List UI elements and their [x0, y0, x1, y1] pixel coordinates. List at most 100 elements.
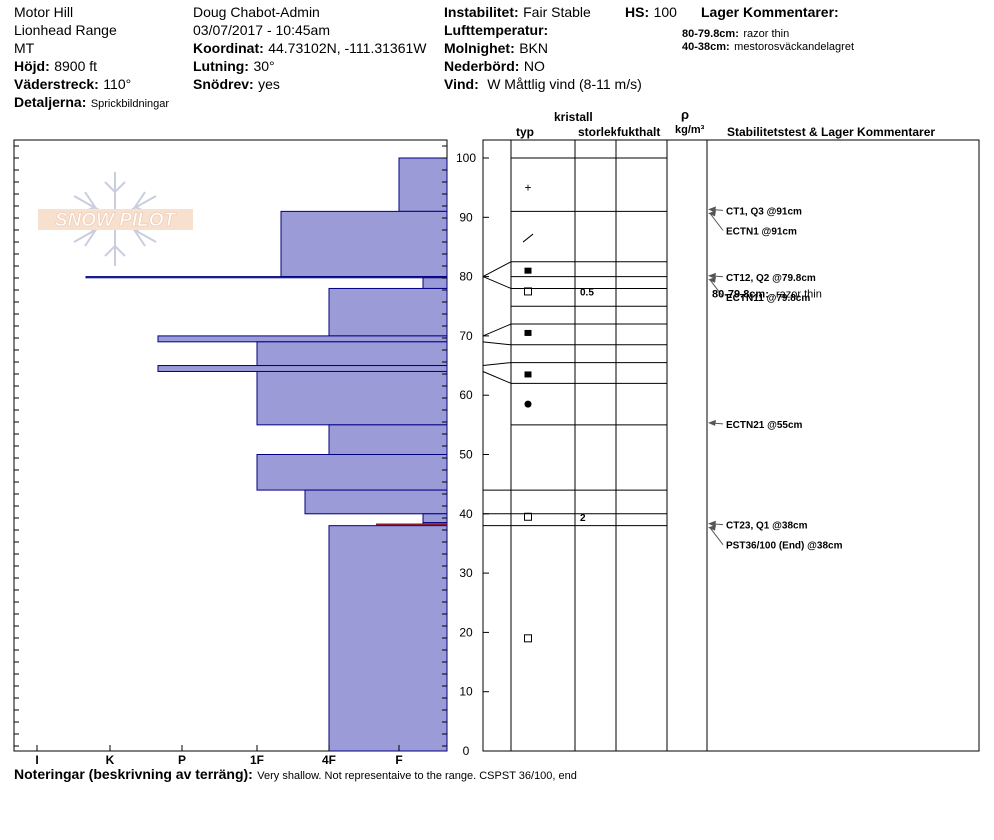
arrow-icon — [708, 524, 716, 531]
layer-comment-2-label: 40-38cm: — [682, 41, 730, 53]
arrow-icon — [708, 419, 716, 426]
hardness-tick-label: F — [395, 753, 402, 767]
crystal-symbol — [522, 233, 534, 243]
hardness-bar — [85, 276, 448, 279]
height-tick-label: 40 — [459, 507, 473, 521]
test-pointer — [709, 213, 724, 231]
layer-comment-1: 80-79.8cm: razor thin — [682, 24, 789, 42]
type-header: typ — [516, 125, 534, 139]
height-tick-label: 30 — [459, 566, 473, 580]
height-tick-label: 100 — [456, 151, 476, 165]
slope-row: Lutning: 30° — [193, 58, 275, 76]
elevation-value: 8900 ft — [54, 58, 98, 74]
size-header: storlek — [578, 125, 616, 139]
precip-label: Nederbörd: — [444, 58, 520, 74]
slope-label: Lutning: — [193, 58, 249, 74]
hardness-bar — [398, 157, 448, 212]
hardness-bar — [328, 287, 448, 337]
notes-row: Noteringar (beskrivning av terräng): Ver… — [14, 766, 577, 784]
observer-name: Doug Chabot-Admin — [193, 4, 320, 20]
elevation-label: Höjd: — [14, 58, 50, 74]
layer-connector — [482, 323, 512, 337]
wind-value: W Måttlig vind (8-11 m/s) — [487, 76, 642, 92]
notes-label: Noteringar (beskrivning av terräng): — [14, 766, 253, 782]
aspect-row: Väderstreck: 110° — [14, 76, 131, 94]
precip-row: Nederbörd: NO — [444, 58, 545, 76]
stability-tests: CT1, Q3 @91cm ECTN1 @91cm CT12, Q2 @79.8cm… — [708, 206, 843, 552]
arrow-icon — [708, 276, 716, 283]
crystal-symbol — [524, 634, 532, 643]
wind-loading-label: Snödrev: — [193, 76, 254, 92]
layer-comment-label: 80-79.8cm: — [712, 288, 769, 300]
tests-header: Stabilitetstest & Lager Kommentarer — [727, 125, 936, 139]
layer-connector — [482, 341, 512, 346]
layer-connector — [482, 276, 512, 289]
sky-row: Molnighet: BKN — [444, 40, 548, 58]
layer-boundaries — [482, 157, 667, 527]
details-value: Sprickbildningar — [90, 98, 170, 110]
hardness-bar — [280, 210, 448, 278]
arrow-icon — [708, 206, 716, 213]
details-label: Detaljerna: — [14, 94, 87, 110]
coordinate-row: Koordinat: 44.73102N, -111.31361W — [193, 40, 426, 58]
layer-comments-title: Lager Kommentarer: — [701, 4, 839, 20]
hs-row: HS: 100 — [625, 4, 677, 22]
arrow-icon — [708, 272, 716, 279]
hardness-bar — [422, 277, 448, 289]
crystal-symbol — [524, 400, 532, 408]
hardness-bar — [304, 489, 448, 515]
precip-value: NO — [523, 58, 545, 74]
crystal-symbol — [524, 267, 532, 274]
crystal-symbol — [524, 329, 532, 336]
crystal-size: 0.5 — [580, 287, 594, 298]
aspect-value: 110° — [103, 76, 132, 92]
height-axis: 0 10 20 30 40 50 60 70 80 90 100 — [456, 151, 489, 758]
layer-connector — [482, 362, 512, 367]
crystal-symbol — [524, 371, 532, 378]
density-unit-header: kg/m³ — [675, 124, 705, 136]
stability-value: Fair Stable — [523, 4, 591, 20]
height-tick-label: 20 — [459, 625, 473, 639]
crystal-size: 2 — [580, 513, 586, 524]
wind-row: Vind: W Måttlig vind (8-11 m/s) — [444, 76, 642, 94]
hardness-bar — [256, 454, 448, 491]
layer-connector — [482, 371, 512, 384]
arrow-icon — [708, 210, 716, 217]
hardness-tick-label: 4F — [322, 753, 336, 767]
observation-datetime: 03/07/2017 - 10:45am — [193, 22, 330, 38]
layer-comment-2-text: mestorosväckandelagret — [734, 41, 854, 53]
range-name: Lionhead Range — [14, 22, 117, 38]
layer-comment-2: 40-38cm: mestorosväckandelagret — [682, 37, 854, 55]
stability-label: Instabilitet: — [444, 4, 519, 20]
site-name: Motor Hill — [14, 4, 74, 20]
height-tick-label: 80 — [459, 270, 473, 284]
test-result: CT1, Q3 @91cm — [726, 206, 802, 217]
layer-connector — [482, 261, 512, 278]
test-result: CT23, Q1 @38cm — [726, 521, 808, 532]
test-result: ECTN1 @91cm — [726, 226, 797, 237]
sky-label: Molnighet: — [444, 40, 515, 56]
details-row: Detaljerna: Sprickbildningar — [14, 94, 169, 112]
sky-value: BKN — [519, 40, 549, 56]
coordinate-label: Koordinat: — [193, 40, 264, 56]
snowpilot-logo: SNOW PILOT — [38, 172, 193, 266]
stability-row: Instabilitet: Fair Stable — [444, 4, 591, 22]
height-tick-label: 90 — [459, 210, 473, 224]
rho-header: ρ — [681, 107, 690, 122]
crystal-symbols: +0.5 2 — [522, 181, 594, 643]
layer-comment-1-text: razor thin — [743, 28, 790, 40]
hardness-bar — [157, 365, 448, 372]
air-temp-label: Lufttemperatur: — [444, 22, 549, 38]
wind-loading-value: yes — [258, 76, 280, 92]
slope-value: 30° — [253, 58, 275, 74]
height-tick-label: 10 — [459, 685, 473, 699]
hardness-bar — [157, 335, 448, 343]
wind-loading-row: Snödrev: yes — [193, 76, 280, 94]
elevation-row: Höjd: 8900 ft — [14, 58, 97, 76]
notes-text: Very shallow. Not representaive to the r… — [257, 770, 577, 782]
crystal-symbol: + — [524, 181, 531, 195]
hardness-bars — [85, 157, 448, 752]
crystal-symbol — [524, 512, 532, 521]
height-tick-label: 60 — [459, 388, 473, 402]
